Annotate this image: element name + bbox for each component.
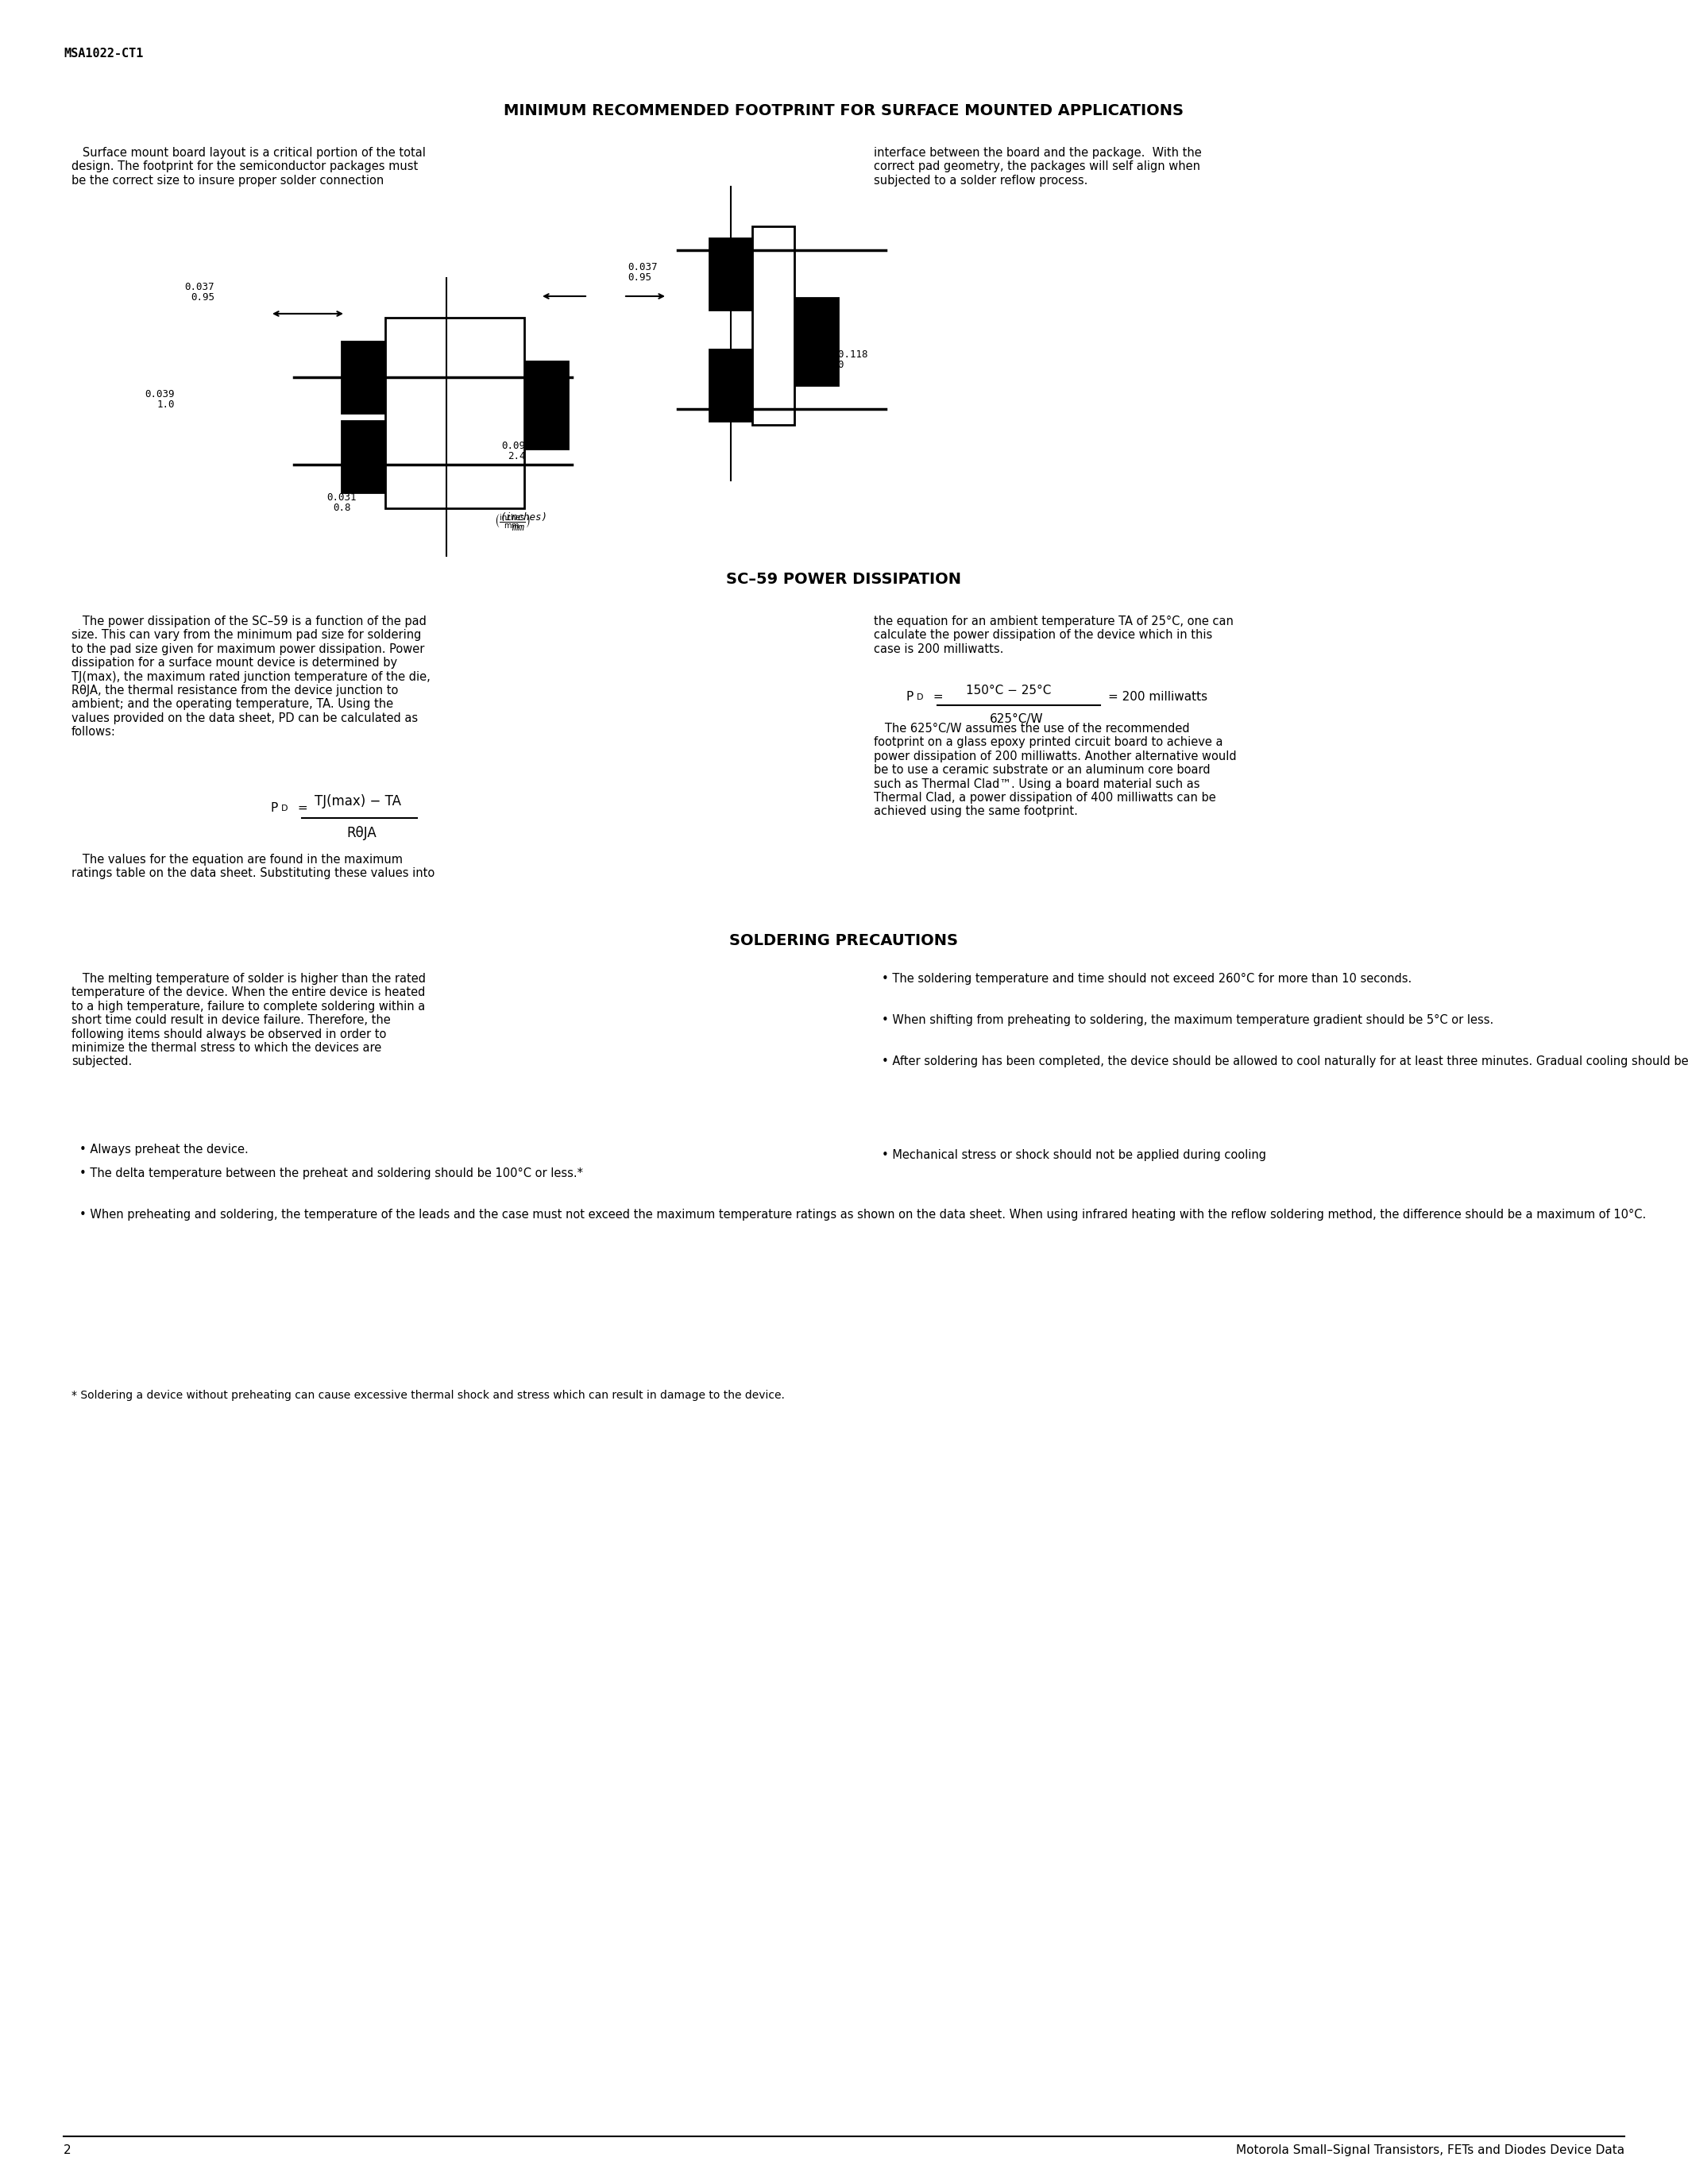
Text: • Mechanical stress or shock should not be applied during cooling: • Mechanical stress or shock should not … xyxy=(881,1149,1266,1162)
Text: The power dissipation of the SC–59 is a function of the pad
size. This can vary : The power dissipation of the SC–59 is a … xyxy=(71,616,430,738)
Text: =: = xyxy=(294,802,312,815)
Text: MSA1022-CT1: MSA1022-CT1 xyxy=(64,48,143,59)
Text: Surface mount board layout is a critical portion of the total
design. The footpr: Surface mount board layout is a critical… xyxy=(71,146,425,186)
Text: $\left(\frac{\mathrm{inches}}{\mathrm{mm}}\right)$: $\left(\frac{\mathrm{inches}}{\mathrm{mm… xyxy=(495,513,530,531)
Text: RθJA: RθJA xyxy=(346,826,376,841)
Text: 1.0: 1.0 xyxy=(157,400,176,411)
Text: The melting temperature of solder is higher than the rated
temperature of the de: The melting temperature of solder is hig… xyxy=(71,972,425,1068)
Text: P: P xyxy=(905,690,913,703)
Text: (inches): (inches) xyxy=(500,513,549,522)
Bar xyxy=(795,297,837,384)
Text: 150°C − 25°C: 150°C − 25°C xyxy=(966,684,1052,697)
Text: 0.95: 0.95 xyxy=(191,293,214,304)
Text: 0.037: 0.037 xyxy=(184,282,214,293)
Text: D: D xyxy=(917,692,923,701)
Bar xyxy=(341,341,385,413)
Text: 2: 2 xyxy=(64,2145,71,2156)
Text: 0.031: 0.031 xyxy=(327,491,356,502)
Text: • The delta temperature between the preheat and soldering should be 100°C or les: • The delta temperature between the preh… xyxy=(79,1168,582,1179)
Text: * Soldering a device without preheating can cause excessive thermal shock and st: * Soldering a device without preheating … xyxy=(71,1389,785,1400)
Text: SC–59 POWER DISSIPATION: SC–59 POWER DISSIPATION xyxy=(726,572,960,587)
Bar xyxy=(525,360,567,448)
Bar xyxy=(385,317,525,509)
Text: interface between the board and the package.  With the
correct pad geometry, the: interface between the board and the pack… xyxy=(874,146,1202,186)
Bar xyxy=(709,349,753,422)
Text: =: = xyxy=(930,690,947,703)
Bar xyxy=(709,238,753,310)
Text: Motorola Small–Signal Transistors, FETs and Diodes Device Data: Motorola Small–Signal Transistors, FETs … xyxy=(1236,2145,1624,2156)
Text: MINIMUM RECOMMENDED FOOTPRINT FOR SURFACE MOUNTED APPLICATIONS: MINIMUM RECOMMENDED FOOTPRINT FOR SURFAC… xyxy=(503,103,1183,118)
Text: • When preheating and soldering, the temperature of the leads and the case must : • When preheating and soldering, the tem… xyxy=(79,1208,1646,1221)
Text: 0.8: 0.8 xyxy=(333,502,351,513)
Text: the equation for an ambient temperature TA of 25°C, one can
calculate the power : the equation for an ambient temperature … xyxy=(874,616,1234,655)
Text: = 200 milliwatts: = 200 milliwatts xyxy=(1107,690,1207,703)
Text: D: D xyxy=(282,804,289,812)
Text: 2.5–3.0: 2.5–3.0 xyxy=(802,360,844,369)
Text: • The soldering temperature and time should not exceed 260°C for more than 10 se: • The soldering temperature and time sho… xyxy=(881,972,1411,985)
Text: 2.4: 2.4 xyxy=(508,452,525,461)
Bar xyxy=(753,227,795,426)
Text: mm: mm xyxy=(500,522,537,533)
Text: 0.094: 0.094 xyxy=(501,441,532,452)
Text: 0.098–0.118: 0.098–0.118 xyxy=(802,349,868,360)
Text: • After soldering has been completed, the device should be allowed to cool natur: • After soldering has been completed, th… xyxy=(881,1055,1688,1068)
Text: • Always preheat the device.: • Always preheat the device. xyxy=(79,1144,248,1155)
Bar xyxy=(341,422,385,491)
Text: 0.039: 0.039 xyxy=(145,389,176,400)
Text: 0.95: 0.95 xyxy=(628,273,652,282)
Text: 625°C/W: 625°C/W xyxy=(989,714,1043,725)
Text: TJ(max) − TA: TJ(max) − TA xyxy=(314,795,400,808)
Text: P: P xyxy=(270,802,277,815)
Text: SOLDERING PRECAUTIONS: SOLDERING PRECAUTIONS xyxy=(729,933,959,948)
Text: 0.037: 0.037 xyxy=(628,262,657,273)
Text: • When shifting from preheating to soldering, the maximum temperature gradient s: • When shifting from preheating to solde… xyxy=(881,1013,1494,1026)
Text: The 625°C/W assumes the use of the recommended
footprint on a glass epoxy printe: The 625°C/W assumes the use of the recom… xyxy=(874,723,1237,817)
Text: The values for the equation are found in the maximum
ratings table on the data s: The values for the equation are found in… xyxy=(71,854,436,880)
